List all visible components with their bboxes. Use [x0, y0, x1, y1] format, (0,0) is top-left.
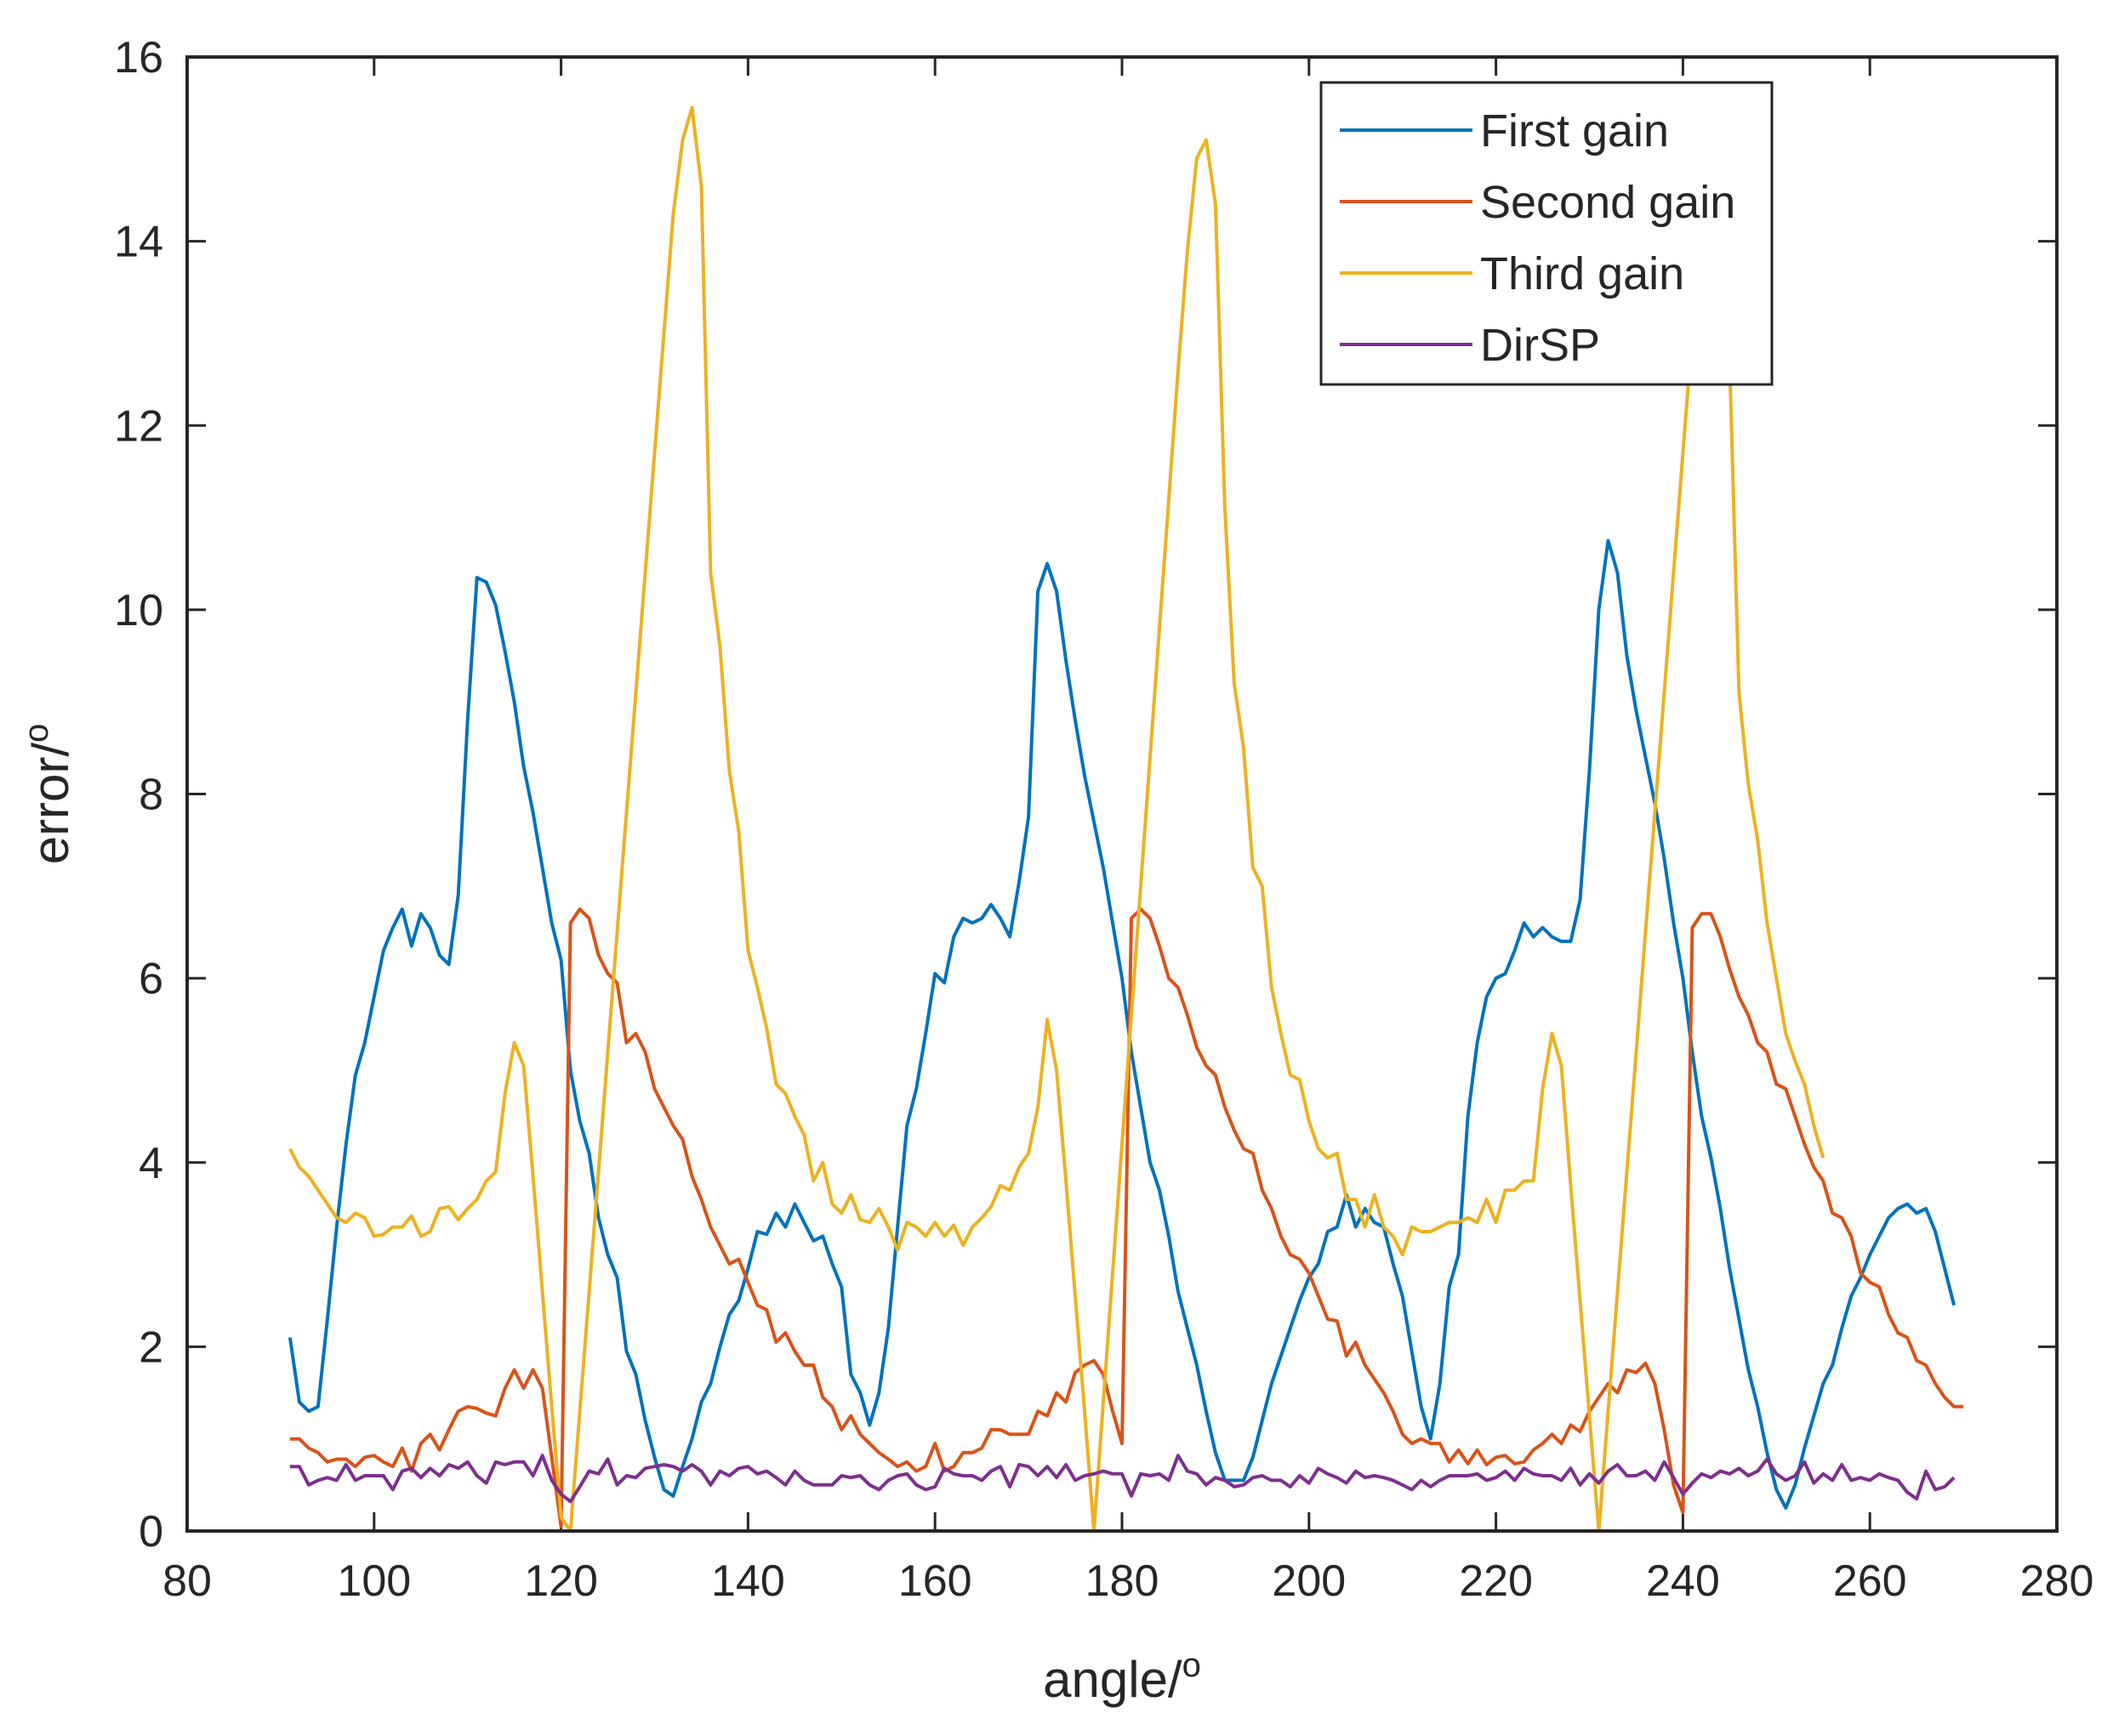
x-tick-label: 200	[1272, 1557, 1346, 1606]
y-axis-label-superscript: o	[18, 724, 55, 743]
legend-label: Second gain	[1480, 177, 1735, 228]
y-tick-label: 2	[139, 1323, 163, 1372]
x-axis-label: angle/o	[1043, 1647, 1201, 1708]
series-line-4	[289, 1454, 1956, 1504]
x-tick-label: 180	[1085, 1557, 1159, 1606]
y-axis-label: error/o	[18, 724, 79, 865]
legend-box	[1319, 81, 1774, 386]
x-axis-label-superscript: o	[1182, 1647, 1201, 1684]
y-tick-label: 4	[139, 1139, 163, 1188]
legend-label: DirSP	[1480, 320, 1600, 371]
legend-items: First gain Second gain Third gain DirSP	[1340, 105, 1735, 371]
x-tick-label: 160	[898, 1557, 972, 1606]
y-tick-label: 10	[114, 586, 163, 635]
x-axis-label-text: angle/	[1043, 1651, 1182, 1708]
series-line-3	[288, 105, 1825, 1533]
series-line-2	[289, 907, 1964, 1528]
x-tick-label: 280	[2020, 1557, 2094, 1606]
legend-label: First gain	[1480, 105, 1669, 157]
legend-label: Third gain	[1480, 248, 1684, 299]
x-tick-labels: 80 100 120 140 160 180 200 220 240 260 280	[162, 1557, 2093, 1606]
x-tick-label: 260	[1833, 1557, 1907, 1606]
x-tick-label: 240	[1646, 1557, 1720, 1606]
y-tick-label: 8	[139, 771, 163, 820]
x-tick-label: 140	[711, 1557, 785, 1606]
y-tick-label: 6	[139, 954, 163, 1004]
y-tick-labels: 0 2 4 6 8 10 12 14 16	[114, 33, 163, 1557]
y-tick-label: 16	[114, 33, 163, 83]
y-tick-label: 12	[114, 401, 163, 451]
y-tick-label: 0	[139, 1507, 163, 1557]
series-layer	[288, 105, 1964, 1533]
x-tick-label: 80	[162, 1557, 212, 1606]
y-tick-label: 14	[114, 218, 163, 267]
legend: First gain Second gain Third gain DirSP	[1319, 81, 1774, 386]
x-tick-label: 100	[337, 1557, 411, 1606]
y-axis-label-text: error/	[22, 743, 79, 865]
x-tick-label: 120	[524, 1557, 598, 1606]
x-tick-label: 220	[1459, 1557, 1533, 1606]
plot-area-frame	[185, 55, 2059, 1533]
